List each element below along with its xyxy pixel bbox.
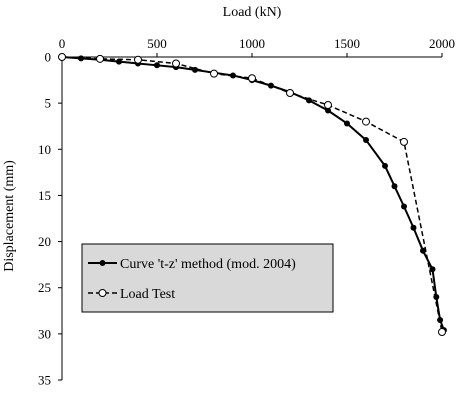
data-point-load-test — [96, 54, 104, 63]
legend: Curve 't-z' method (mod. 2004) Load Test — [81, 243, 334, 313]
y-tick-label: 10 — [38, 142, 51, 157]
data-point-load-test — [172, 59, 180, 68]
x-tick-label: 0 — [59, 36, 66, 51]
x-tick-label: 1000 — [239, 36, 265, 51]
data-point-t-z — [410, 224, 417, 231]
data-point-t-z — [325, 107, 331, 114]
data-point-load-test — [286, 88, 294, 97]
data-point-t-z — [401, 203, 407, 210]
legend-marker-load-test — [98, 289, 107, 297]
legend-marker-t-z — [99, 260, 106, 266]
y-tick-label: 35 — [38, 373, 51, 388]
legend-label-load-test: Load Test — [120, 287, 175, 302]
legend-box — [81, 243, 334, 313]
data-point-load-test — [58, 53, 66, 61]
data-point-load-test — [362, 117, 370, 126]
data-point-load-test — [248, 74, 256, 83]
data-point-load-test — [134, 55, 142, 64]
data-point-t-z — [363, 137, 369, 144]
y-tick-label: 25 — [38, 280, 51, 295]
series-layer — [58, 53, 447, 337]
y-tick-label: 5 — [45, 96, 52, 111]
legend-label-t-z: Curve 't-z' method (mod. 2004) — [120, 257, 296, 272]
data-point-t-z — [382, 162, 388, 169]
y-tick-labels: 0 5 10 15 20 25 30 35 — [38, 50, 51, 388]
x-tick-label: 2000 — [429, 36, 455, 51]
data-point-t-z — [116, 58, 122, 65]
x-axis-title: Load (kN) — [223, 5, 282, 20]
data-point-t-z — [154, 62, 160, 69]
data-point-load-test — [438, 328, 446, 337]
axes — [58, 53, 443, 381]
y-axis-title: Displacement (mm) — [2, 160, 17, 272]
series-line-load-test — [61, 56, 443, 333]
data-point-t-z — [391, 183, 398, 190]
data-point-t-z — [420, 247, 426, 254]
data-point-load-test — [210, 69, 218, 78]
x-tick-label: 1500 — [334, 36, 360, 51]
data-point-load-test — [400, 137, 408, 146]
y-tick-label: 0 — [45, 50, 52, 65]
x-tick-labels: 0 500 1000 1500 2000 — [59, 36, 455, 51]
y-tick-label: 15 — [38, 188, 51, 203]
y-tick-label: 20 — [38, 234, 51, 249]
y-tick-label: 30 — [38, 326, 51, 341]
x-tick-label: 500 — [147, 36, 167, 51]
data-point-t-z — [429, 266, 436, 273]
data-point-t-z — [344, 120, 350, 127]
data-point-load-test — [324, 100, 332, 109]
